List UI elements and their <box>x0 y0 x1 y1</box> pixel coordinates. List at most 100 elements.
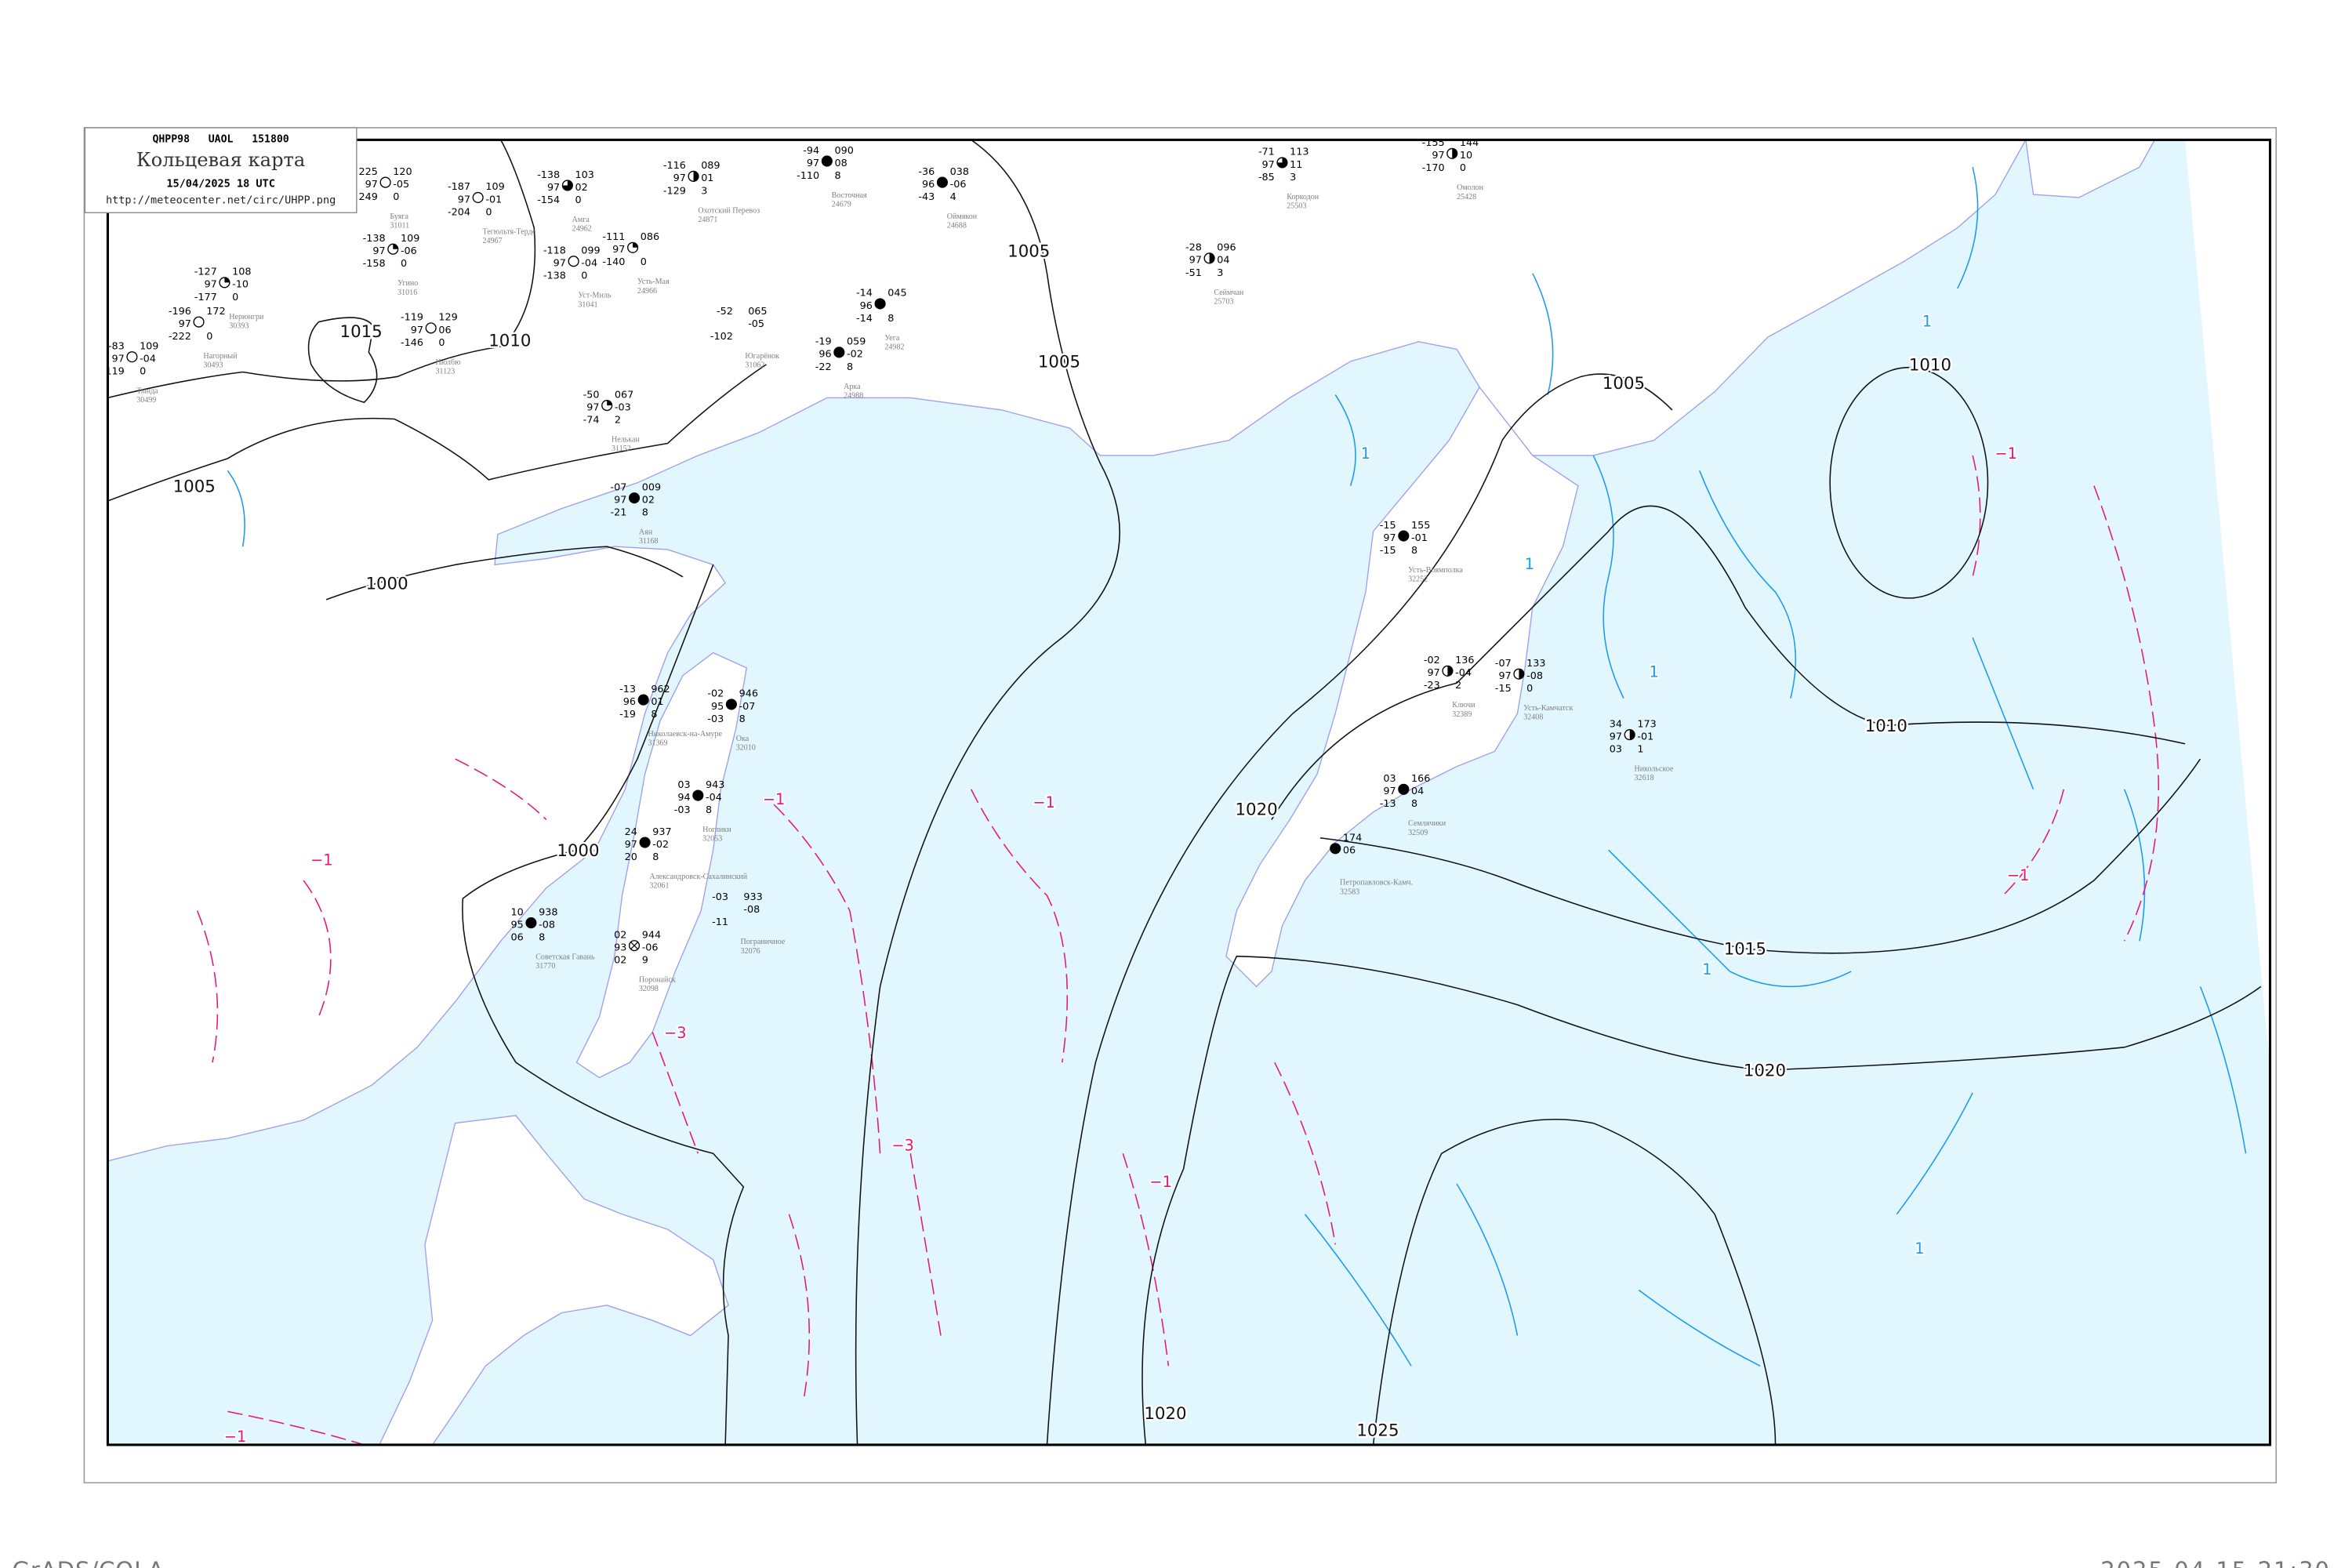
pressure: 109 <box>140 340 158 352</box>
pressure: 174 <box>1343 833 1362 844</box>
cloud-info: 8 <box>1411 798 1417 810</box>
isotherm-label: 1 <box>1915 1240 1924 1258</box>
cloud-info: 8 <box>847 361 853 373</box>
map-title: Кольцевая карта <box>136 149 306 171</box>
pressure: 067 <box>615 389 633 401</box>
pressure: 103 <box>575 169 594 181</box>
pressure-tendency: -04 <box>140 354 156 365</box>
temperature: -03 <box>712 891 728 903</box>
cloud-info: 2 <box>1455 680 1461 691</box>
station-id: 24871 <box>698 216 717 224</box>
dewpoint: -129 <box>663 185 686 197</box>
station-id: 24967 <box>482 237 502 245</box>
visibility: 97 <box>586 401 599 413</box>
pressure: 136 <box>1455 655 1474 666</box>
pressure-tendency: -06 <box>401 245 417 257</box>
title-box: QHPP98 UAOL 151800 Кольцевая карта 15/04… <box>84 127 358 213</box>
pressure-tendency: -08 <box>1526 670 1543 682</box>
station-name: Александровск-Сахалинский <box>649 873 747 881</box>
dewpoint: -119 <box>102 366 125 378</box>
station-name: Ока <box>736 735 750 743</box>
station-id: 32252 <box>1408 575 1428 584</box>
station-name: Тында <box>136 387 158 396</box>
temperature: -187 <box>448 181 470 193</box>
temperature: -138 <box>363 233 386 245</box>
cloud-cover-icon <box>628 492 641 504</box>
isobar-label: 1010 <box>1865 717 1907 736</box>
cloud-cover-icon <box>874 298 886 310</box>
station-32061[interactable]: 249720937-028Александровск-Сахалинский32… <box>625 826 748 891</box>
cloud-info: 8 <box>835 170 841 182</box>
cloud-cover-most-icon <box>1277 158 1287 168</box>
cloud-info: 0 <box>438 337 445 349</box>
pressure-tendency: -02 <box>652 839 669 851</box>
temperature: 225 <box>359 166 378 178</box>
isotherm-label: −1 <box>1994 445 2017 463</box>
isobar-label: 1000 <box>557 841 599 861</box>
mainland <box>107 140 2027 1162</box>
temperature: -196 <box>169 306 191 318</box>
station-name: Ключи <box>1452 701 1475 710</box>
dewpoint: -14 <box>856 313 873 325</box>
pressure-tendency: -04 <box>706 792 722 804</box>
pressure-tendency: 01 <box>701 172 713 184</box>
pressure-tendency: -10 <box>232 279 249 291</box>
station-name: Нерюнгри <box>229 313 264 321</box>
cloud-cover-icon <box>637 694 649 706</box>
isotherm-label: −1 <box>224 1428 247 1446</box>
cloud-info: 8 <box>706 804 712 816</box>
station-name: Никольское <box>1635 765 1674 774</box>
pressure: 173 <box>1637 718 1656 730</box>
pressure-tendency: 04 <box>1217 255 1229 267</box>
cloud-cover-icon <box>472 191 484 203</box>
dewpoint: -102 <box>710 331 733 343</box>
dewpoint: -154 <box>537 194 560 206</box>
station-name: Оймякон <box>947 212 978 221</box>
cloud-cover-icon <box>425 322 437 334</box>
temperature: -02 <box>707 688 724 700</box>
chukotka-coast <box>2025 140 2156 198</box>
pressure: 933 <box>743 891 762 903</box>
visibility: 97 <box>365 179 378 191</box>
dewpoint: -43 <box>918 191 935 203</box>
temperature: -07 <box>610 481 626 493</box>
pressure-tendency: -05 <box>393 179 409 191</box>
cloud-info: 8 <box>642 507 648 519</box>
pressure: 038 <box>950 166 969 178</box>
temperature: -116 <box>663 160 686 172</box>
